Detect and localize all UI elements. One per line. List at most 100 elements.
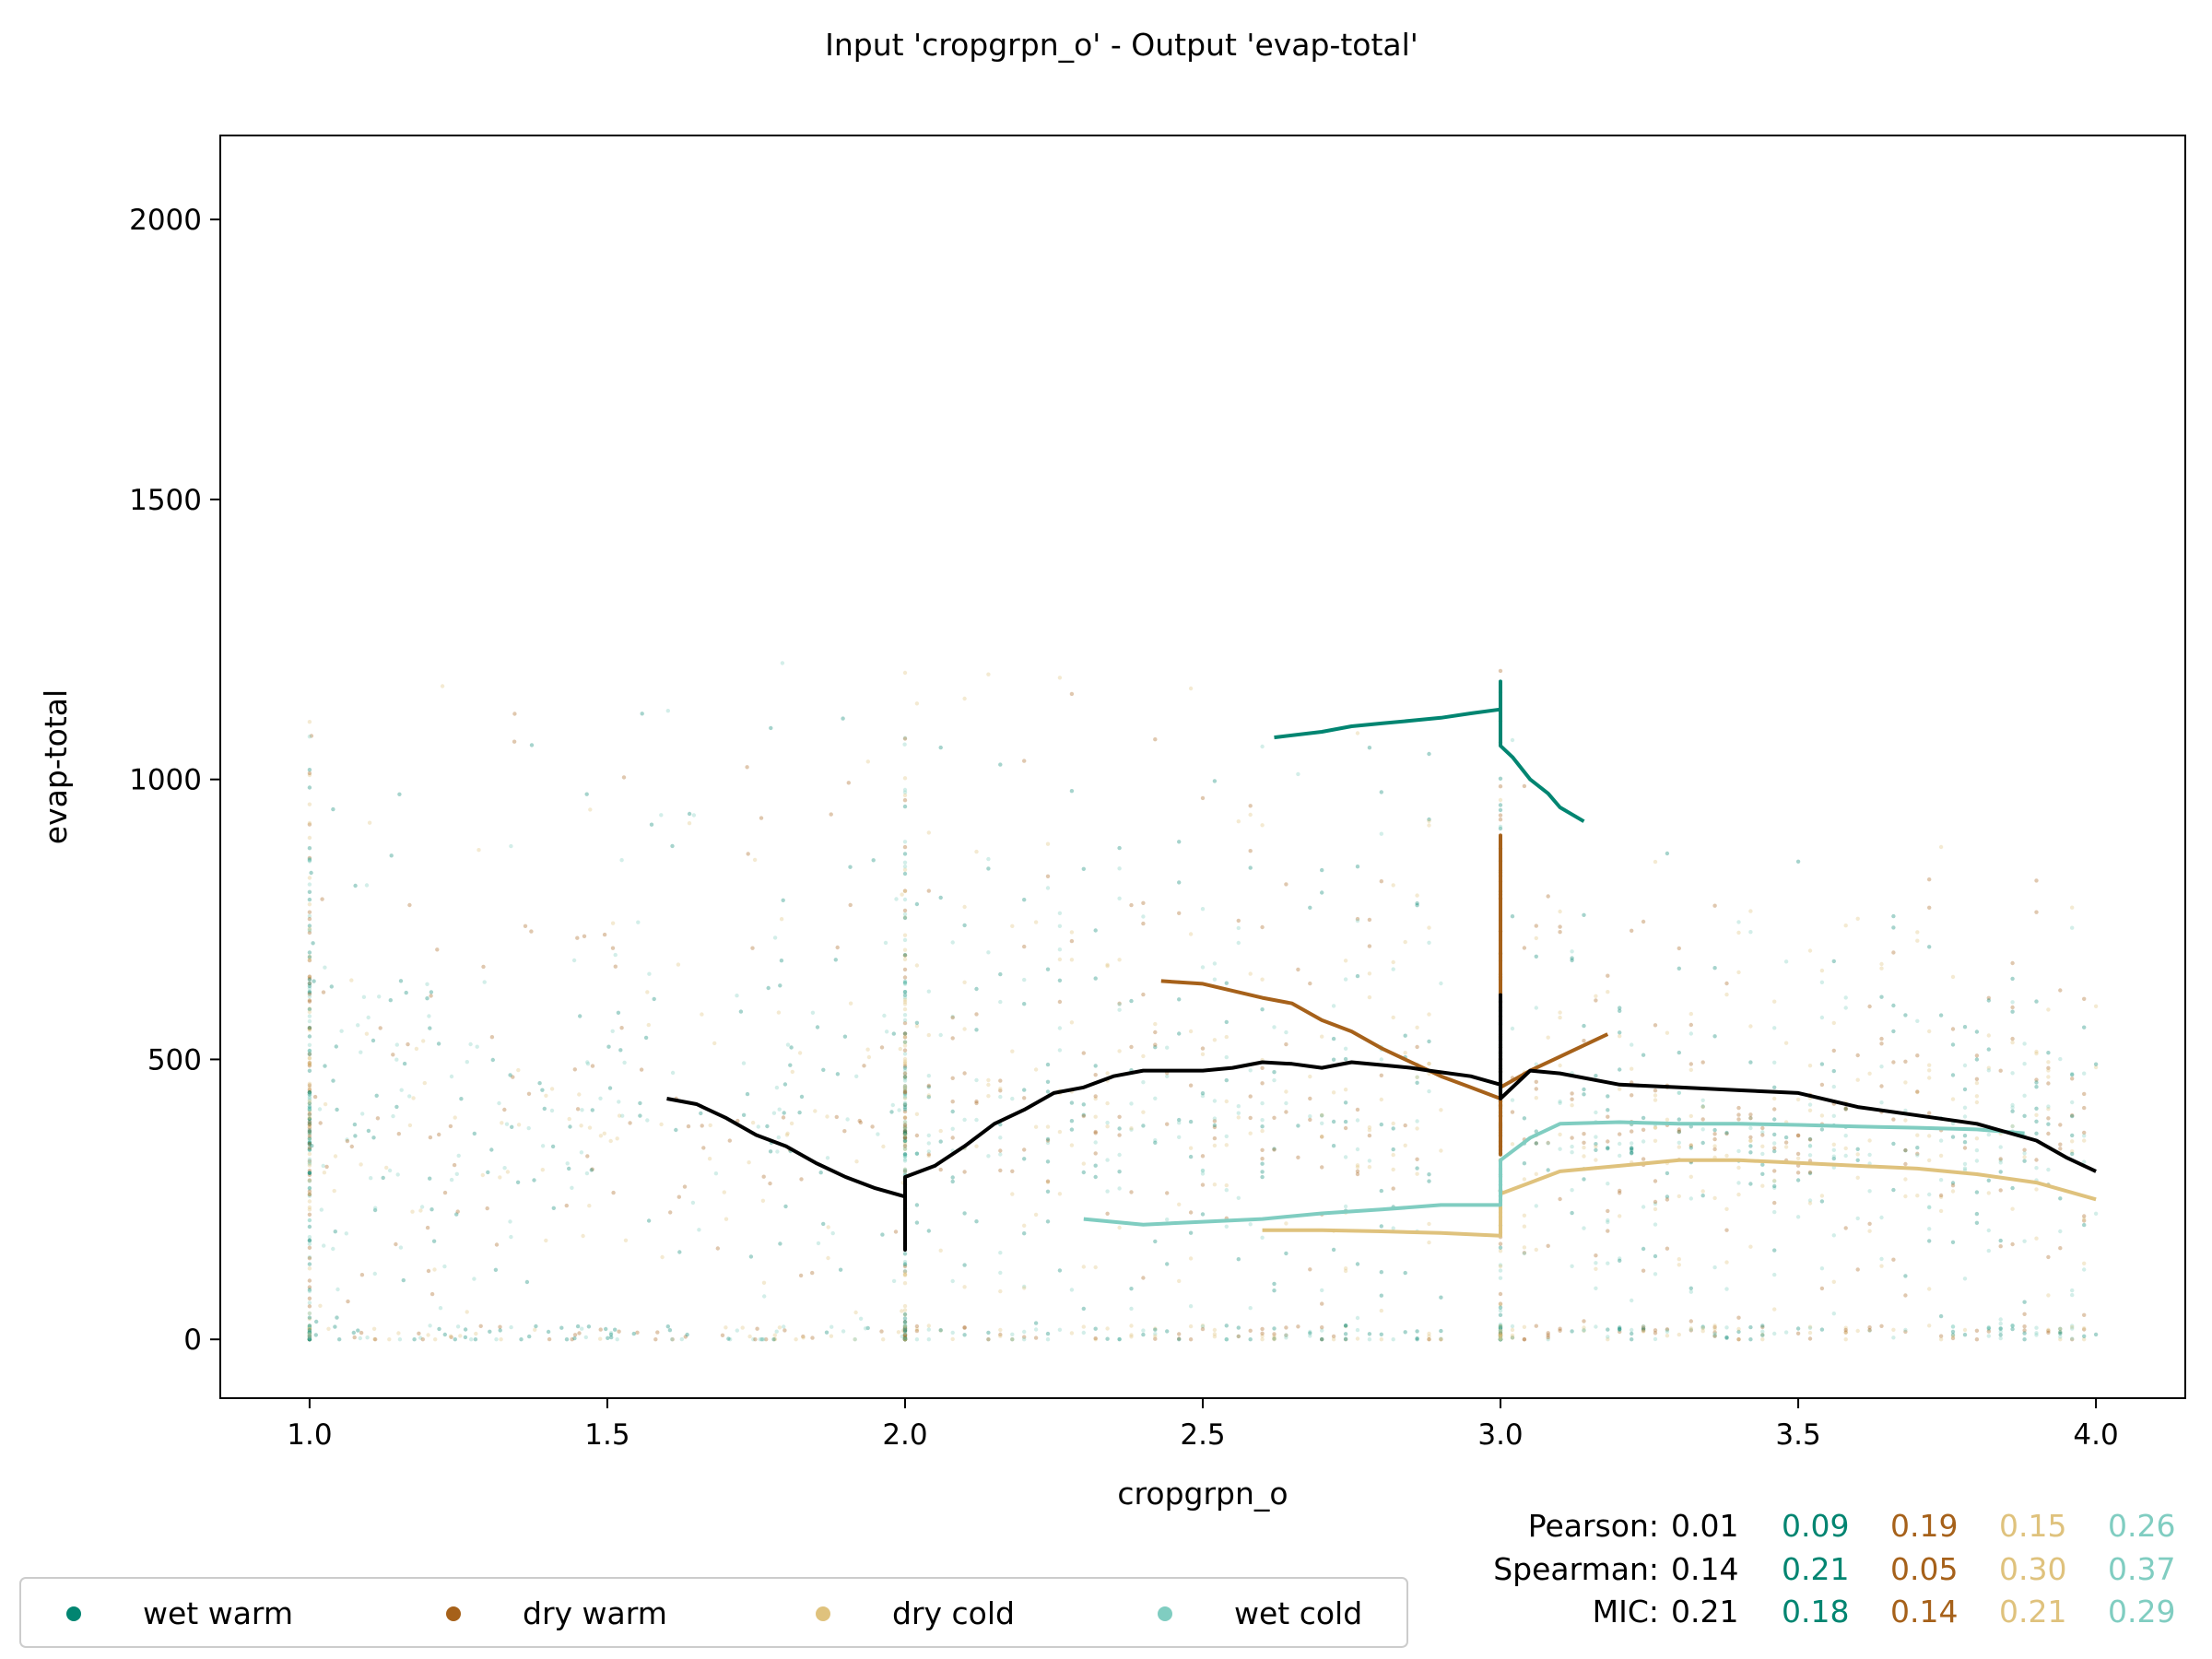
scatter-point xyxy=(1260,1334,1265,1338)
scatter-point xyxy=(659,813,664,818)
scatter-point xyxy=(1522,1337,1527,1342)
scatter-point xyxy=(540,1088,545,1092)
scatter-point xyxy=(687,821,692,826)
scatter-point xyxy=(799,1094,805,1100)
scatter-point xyxy=(902,1147,908,1151)
scatter-point xyxy=(1772,1331,1777,1336)
scatter-point xyxy=(1700,1189,1705,1194)
scatter-point xyxy=(1522,1251,1527,1255)
scatter-point xyxy=(1998,1329,2003,1335)
scatter-point xyxy=(1343,1323,1348,1328)
scatter-point xyxy=(432,1267,437,1272)
scatter-point xyxy=(1582,1327,1586,1333)
scatter-point xyxy=(519,1337,524,1342)
scatter-point xyxy=(307,1112,312,1117)
scatter-point xyxy=(1630,1337,1634,1342)
scatter-point xyxy=(1522,1161,1527,1166)
scatter-point xyxy=(1795,1326,1801,1331)
x-tick-label: 2.0 xyxy=(882,1418,927,1452)
scatter-point xyxy=(523,924,528,928)
scatter-point xyxy=(962,1211,967,1216)
scatter-point xyxy=(1248,812,1253,818)
scatter-point xyxy=(1117,845,1122,851)
scatter-point xyxy=(1498,1337,1503,1342)
scatter-point xyxy=(481,964,486,970)
scatter-point xyxy=(1986,1068,1991,1073)
scatter-point xyxy=(1129,1335,1134,1339)
scatter-point xyxy=(307,1238,312,1242)
scatter-point xyxy=(777,1325,782,1330)
trend-lines xyxy=(666,679,2097,1252)
scatter-point xyxy=(1129,1190,1134,1194)
scatter-point xyxy=(307,1324,312,1328)
scatter-point xyxy=(307,1324,312,1329)
scatter-point xyxy=(579,1124,583,1128)
scatter-point xyxy=(1022,1284,1027,1289)
scatter-point xyxy=(1558,909,1562,914)
scatter-point xyxy=(986,1077,991,1083)
scatter-point xyxy=(1427,1179,1431,1183)
scatter-point xyxy=(998,971,1003,977)
scatter-point xyxy=(1855,1077,1860,1082)
scatter-point xyxy=(902,1335,908,1340)
scatter-point xyxy=(1212,1332,1218,1336)
scatter-point xyxy=(307,1337,312,1342)
scatter-point xyxy=(1379,1097,1384,1102)
scatter-point xyxy=(1641,919,1646,924)
scatter-point xyxy=(2034,1119,2039,1124)
scatter-point xyxy=(914,1133,920,1138)
scatter-point xyxy=(540,1144,546,1148)
scatter-point xyxy=(1879,1065,1884,1069)
scatter-point xyxy=(1606,1182,1610,1186)
scatter-point xyxy=(986,1337,991,1342)
scatter-point xyxy=(398,979,404,983)
scatter-point xyxy=(1618,1141,1622,1147)
scatter-point xyxy=(307,822,312,827)
scatter-point xyxy=(751,1337,756,1342)
scatter-point xyxy=(1618,1188,1622,1194)
scatter-point xyxy=(761,1174,766,1179)
scatter-point xyxy=(1129,1044,1134,1050)
x-tick-label: 2.5 xyxy=(1180,1418,1225,1452)
scatter-point xyxy=(1819,1266,1825,1271)
scatter-point xyxy=(1867,1004,1872,1009)
scatter-point xyxy=(914,1220,920,1225)
scatter-point xyxy=(1630,1147,1634,1153)
scatter-point xyxy=(307,1098,312,1102)
scatter-point xyxy=(397,792,402,796)
scatter-point xyxy=(902,1336,908,1341)
scatter-point xyxy=(1236,1111,1241,1115)
scatter-point xyxy=(902,1335,908,1340)
scatter-point xyxy=(962,1333,967,1337)
scatter-point xyxy=(307,1234,312,1240)
scatter-point xyxy=(1129,1333,1134,1337)
scatter-point xyxy=(1700,1140,1705,1146)
scatter-point xyxy=(2058,1335,2063,1339)
scatter-point xyxy=(766,985,771,991)
scatter-point xyxy=(879,1329,884,1334)
scatter-point xyxy=(307,994,312,999)
scatter-point xyxy=(1855,1147,1860,1152)
scatter-point xyxy=(307,1112,312,1116)
scatter-point xyxy=(1308,1117,1312,1123)
trend-line-dry-cold xyxy=(1262,1158,2097,1238)
scatter-point xyxy=(1867,1325,1872,1330)
scatter-point xyxy=(1200,1182,1206,1187)
scatter-point xyxy=(418,1208,423,1213)
scatter-point xyxy=(1653,1125,1658,1130)
scatter-point xyxy=(307,1099,312,1103)
scatter-point xyxy=(1165,1122,1170,1126)
stat-value-group: 0.09 xyxy=(1782,1508,1849,1544)
scatter-point xyxy=(307,1068,312,1074)
scatter-point xyxy=(307,1116,312,1122)
scatter-point xyxy=(1081,1102,1087,1107)
scatter-point xyxy=(902,937,908,943)
scatter-point xyxy=(1641,1326,1646,1331)
scatter-point xyxy=(1700,1098,1705,1103)
scatter-point xyxy=(782,1324,786,1329)
scatter-point xyxy=(1594,1286,1598,1291)
scatter-point xyxy=(902,1144,908,1148)
scatter-point xyxy=(902,865,908,869)
scatter-point xyxy=(1355,1262,1360,1266)
scatter-point xyxy=(1236,1257,1241,1262)
